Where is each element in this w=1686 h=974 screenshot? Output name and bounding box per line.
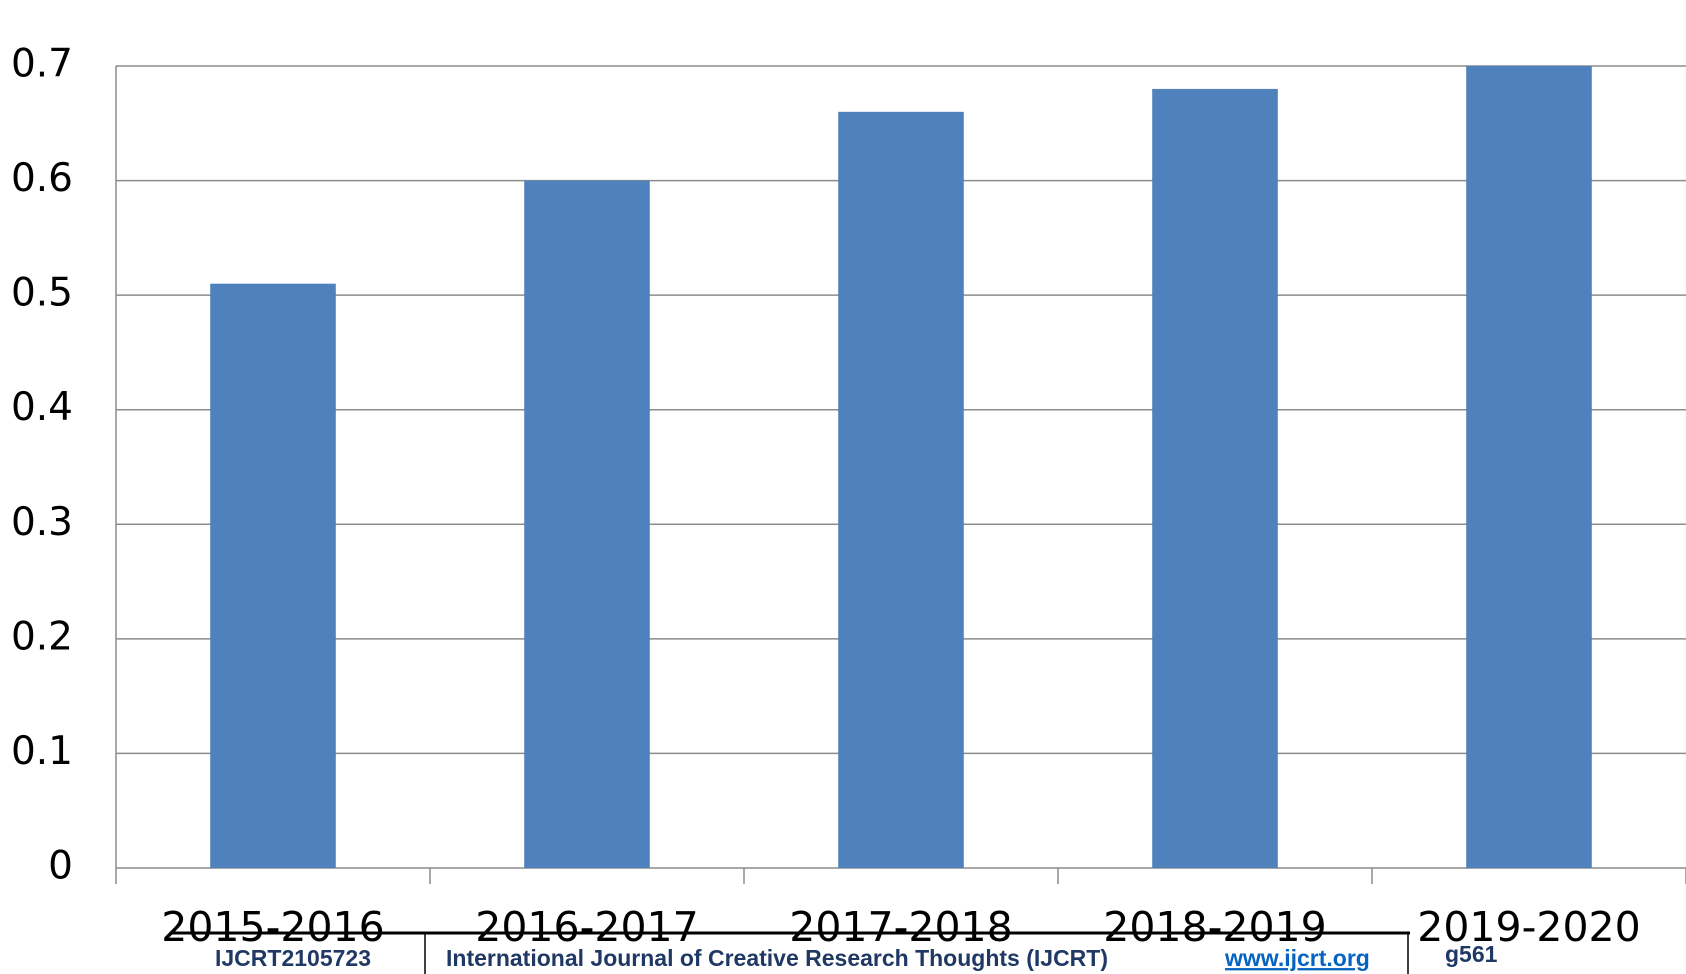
bar bbox=[1152, 88, 1278, 868]
footer-id: IJCRT2105723 bbox=[215, 945, 371, 971]
y-tick-label: 0.6 bbox=[11, 156, 73, 201]
x-tick-label: 2017-2018 bbox=[789, 903, 1012, 951]
y-tick-label: 0 bbox=[48, 844, 73, 889]
x-tick-label: 2016-2017 bbox=[475, 903, 698, 951]
x-tick-label: 2018-2019 bbox=[1103, 903, 1326, 951]
bar bbox=[210, 283, 336, 869]
y-tick-label: 0.5 bbox=[11, 271, 73, 316]
labels: 0 0.1 0.2 0.3 0.4 0.5 0.6 0.7 2015-2016 2016-2017… bbox=[11, 42, 1641, 952]
y-tick-label: 0.2 bbox=[11, 614, 73, 659]
footer-journal: International Journal of Creative Resear… bbox=[446, 945, 1108, 971]
bars bbox=[210, 66, 1592, 869]
y-tick-label: 0.3 bbox=[11, 500, 73, 545]
y-tick-label: 0.4 bbox=[11, 385, 73, 430]
bar bbox=[1466, 66, 1592, 868]
bar bbox=[524, 180, 650, 869]
y-tick-label: 0.7 bbox=[11, 42, 73, 87]
x-tick-label: 2019-2020 bbox=[1417, 903, 1640, 951]
footer-page: g561 bbox=[1445, 941, 1498, 967]
footer-url[interactable]: www.ijcrt.org bbox=[1224, 945, 1370, 971]
y-tick-label: 0.1 bbox=[11, 729, 73, 774]
x-tick-label: 2015-2016 bbox=[161, 903, 384, 951]
bar bbox=[838, 111, 964, 869]
